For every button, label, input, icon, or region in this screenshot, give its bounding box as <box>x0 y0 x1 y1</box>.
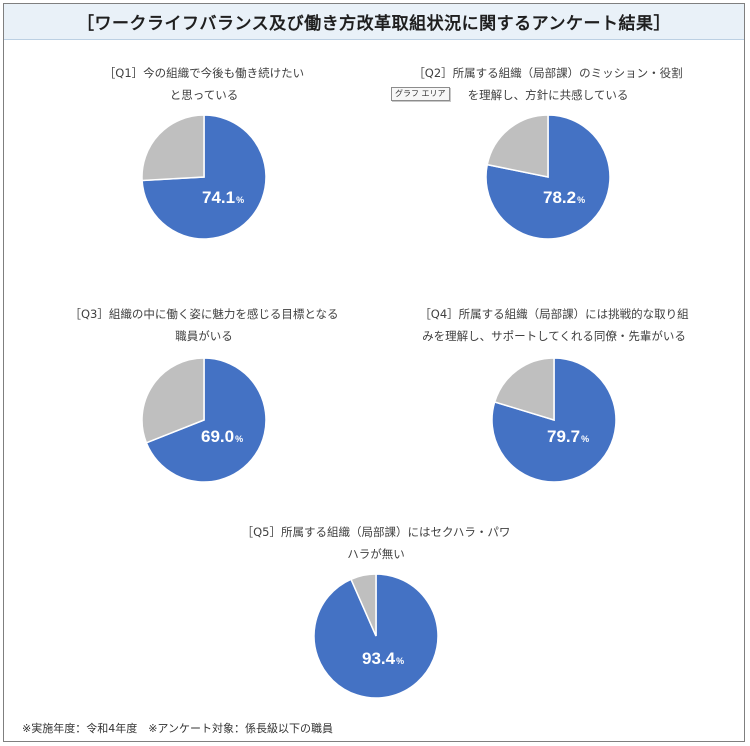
chart-q3-slice-rest[interactable] <box>141 357 205 444</box>
chart-q4-unit: % <box>581 434 590 444</box>
chart-q4-value: 79.7 <box>547 427 581 446</box>
chart-q5-pie <box>313 573 439 699</box>
chart-q3[interactable]: ［Q3］組織の中に働く姿に魅力を感じる目標となる 職員がいる 69.0% <box>34 299 374 499</box>
chart-q5-title: ［Q5］所属する組織（局部課）にはセクハラ・パワ ハラが無い <box>241 525 511 561</box>
chart-q2[interactable]: ［Q2］所属する組織（局部課）のミッション・役割 を理解し、方針に共感している … <box>378 56 718 256</box>
chart-q4[interactable]: ［Q4］所属する組織（局部課）には挑戦的な取り組 みを理解し、サポートしてくれる… <box>384 299 724 499</box>
chart-q5-unit: % <box>396 656 405 666</box>
chart-q1-value-label: 74.1% <box>202 188 244 208</box>
chart-q1-title: ［Q1］今の組織で今後も働き続けたい と思っている <box>103 66 305 102</box>
chart-q3-value: 69.0 <box>201 427 235 446</box>
chart-q5-slice-rest[interactable] <box>350 573 377 637</box>
chart-q4-title: ［Q4］所属する組織（局部課）には挑戦的な取り組 みを理解し、サポートしてくれる… <box>419 307 689 343</box>
chart-q1-slice-rest[interactable] <box>141 114 205 182</box>
chart-q5[interactable]: ［Q5］所属する組織（局部課）にはセクハラ・パワ ハラが無い 93.4% <box>206 517 546 717</box>
title-bar: ［ワークライフバランス及び働き方改革取組状況に関するアンケート結果］ <box>4 4 744 40</box>
chart-q3-pie <box>141 357 267 483</box>
chart-q1-unit: % <box>236 195 245 205</box>
chart-q4-slice-rest[interactable] <box>493 357 555 422</box>
chart-q3-title: ［Q3］組織の中に働く姿に魅力を感じる目標となる 職員がいる <box>69 307 339 343</box>
chart-q4-pie <box>491 357 617 483</box>
chart-q4-value-label: 79.7% <box>547 427 589 447</box>
chart-q1[interactable]: ［Q1］今の組織で今後も働き続けたい と思っている 74.1% <box>34 56 374 256</box>
chart-q2-pie <box>485 114 611 240</box>
chart-q1-value: 74.1 <box>202 188 236 207</box>
footnote: ※実施年度：令和4年度 ※アンケート対象：係長級以下の職員 <box>22 722 333 735</box>
chart-q3-slice-positive[interactable] <box>145 357 267 483</box>
chart-q2-unit: % <box>577 195 586 205</box>
chart-q3-unit: % <box>235 434 244 444</box>
chart-q2-value: 78.2 <box>543 188 577 207</box>
chart-q2-slice-rest[interactable] <box>486 114 549 178</box>
graph-area-tooltip: グラフ エリア <box>391 87 450 101</box>
chart-q1-pie <box>141 114 267 240</box>
chart-q2-title: ［Q2］所属する組織（局部課）のミッション・役割 を理解し、方針に共感している <box>413 66 683 102</box>
chart-q5-value: 93.4 <box>362 649 396 668</box>
chart-q3-value-label: 69.0% <box>201 427 243 447</box>
chart-q2-value-label: 78.2% <box>543 188 585 208</box>
page-title: ［ワークライフバランス及び働き方改革取組状況に関するアンケート結果］ <box>77 14 671 34</box>
chart-q5-value-label: 93.4% <box>362 649 404 669</box>
